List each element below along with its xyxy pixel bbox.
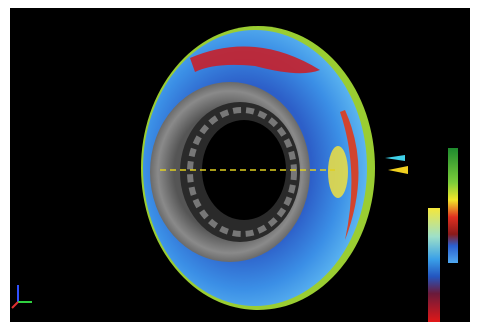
marker-yellow [388,166,408,174]
tire [141,26,375,310]
color-scale-left [428,208,440,322]
deviation-yellow [328,146,348,198]
axis-triad [11,285,32,309]
marker-cyan [385,155,405,161]
deviation-red-right [340,110,359,240]
wheel-bolts [187,107,297,237]
color-scale-right [448,148,458,263]
deviation-red-top [190,46,320,74]
